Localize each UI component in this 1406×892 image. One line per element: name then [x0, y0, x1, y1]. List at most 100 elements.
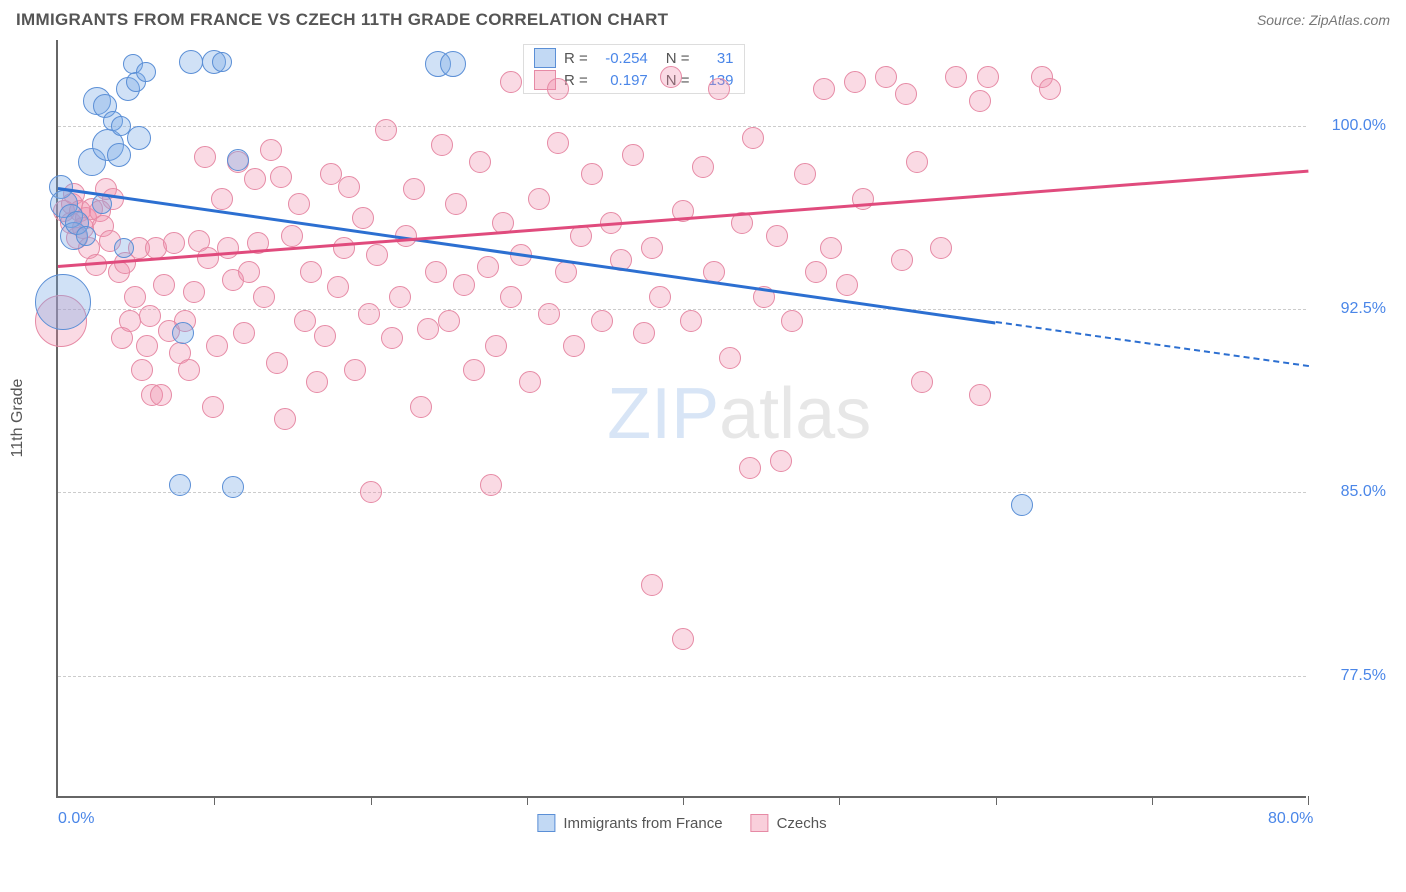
scatter-point	[500, 71, 522, 93]
r-value: -0.254	[596, 50, 648, 67]
x-tick	[1308, 796, 1309, 805]
scatter-point	[519, 371, 541, 393]
scatter-point	[136, 62, 156, 82]
chart-source: Source: ZipAtlas.com	[1257, 12, 1390, 28]
scatter-point	[538, 303, 560, 325]
scatter-point	[431, 134, 453, 156]
scatter-point	[403, 178, 425, 200]
scatter-point	[327, 276, 349, 298]
legend-label: Czechs	[777, 815, 827, 832]
scatter-point	[836, 274, 858, 296]
x-tick	[1152, 796, 1153, 805]
scatter-point	[649, 286, 671, 308]
scatter-point	[338, 176, 360, 198]
scatter-point	[375, 119, 397, 141]
scatter-point	[844, 71, 866, 93]
scatter-point	[169, 474, 191, 496]
scatter-point	[211, 188, 233, 210]
scatter-point	[314, 325, 336, 347]
scatter-point	[233, 322, 255, 344]
scatter-point	[131, 359, 153, 381]
scatter-point	[358, 303, 380, 325]
scatter-point	[641, 574, 663, 596]
x-tick	[996, 796, 997, 805]
y-tick-label: 77.5%	[1341, 667, 1386, 685]
scatter-point	[766, 225, 788, 247]
scatter-point	[969, 384, 991, 406]
r-value: 0.197	[596, 72, 648, 89]
scatter-point	[281, 225, 303, 247]
scatter-point	[139, 305, 161, 327]
scatter-point	[35, 274, 91, 330]
scatter-point	[183, 281, 205, 303]
scatter-point	[581, 163, 603, 185]
scatter-point	[425, 261, 447, 283]
scatter-point	[891, 249, 913, 271]
legend-swatch	[537, 814, 555, 832]
scatter-point	[274, 408, 296, 430]
scatter-point	[217, 237, 239, 259]
scatter-point	[680, 310, 702, 332]
scatter-point	[119, 310, 141, 332]
y-tick-label: 100.0%	[1332, 117, 1386, 135]
y-axis-title: 11th Grade	[9, 379, 27, 458]
scatter-point	[153, 274, 175, 296]
scatter-point	[672, 628, 694, 650]
gridline	[58, 309, 1306, 310]
trend-line	[995, 321, 1308, 367]
scatter-point	[528, 188, 550, 210]
scatter-point	[469, 151, 491, 173]
scatter-point	[770, 450, 792, 472]
scatter-point	[781, 310, 803, 332]
series-legend: Immigrants from France Czechs	[537, 814, 826, 832]
scatter-point	[114, 238, 134, 258]
scatter-point	[202, 396, 224, 418]
scatter-point	[222, 476, 244, 498]
scatter-point	[253, 286, 275, 308]
legend-swatch	[751, 814, 769, 832]
scatter-point	[660, 66, 682, 88]
x-tick	[683, 796, 684, 805]
n-value: 31	[698, 50, 734, 67]
scatter-point	[622, 144, 644, 166]
scatter-point	[906, 151, 928, 173]
scatter-point	[477, 256, 499, 278]
scatter-point	[300, 261, 322, 283]
legend-item: Czechs	[751, 814, 827, 832]
scatter-point	[742, 127, 764, 149]
scatter-point	[238, 261, 260, 283]
scatter-point	[178, 359, 200, 381]
scatter-point	[969, 90, 991, 112]
scatter-point	[739, 457, 761, 479]
scatter-point	[945, 66, 967, 88]
scatter-point	[306, 371, 328, 393]
scatter-point	[440, 51, 466, 77]
scatter-point	[260, 139, 282, 161]
scatter-point	[547, 78, 569, 100]
y-tick-label: 92.5%	[1341, 300, 1386, 318]
scatter-point	[270, 166, 292, 188]
x-tick	[371, 796, 372, 805]
scatter-point	[150, 384, 172, 406]
scatter-point	[820, 237, 842, 259]
scatter-point	[875, 66, 897, 88]
scatter-point	[360, 481, 382, 503]
x-tick-label: 0.0%	[58, 810, 94, 828]
watermark: ZIPatlas	[607, 373, 871, 455]
scatter-point	[930, 237, 952, 259]
scatter-point	[266, 352, 288, 374]
plot-area: 11th Grade ZIPatlas R =-0.254N =31R =0.1…	[56, 40, 1306, 798]
legend-item: Immigrants from France	[537, 814, 722, 832]
scatter-point	[136, 335, 158, 357]
scatter-point	[1039, 78, 1061, 100]
scatter-point	[692, 156, 714, 178]
scatter-point	[641, 237, 663, 259]
scatter-point	[591, 310, 613, 332]
scatter-point	[794, 163, 816, 185]
scatter-point	[107, 143, 131, 167]
scatter-point	[500, 286, 522, 308]
legend-label: Immigrants from France	[563, 815, 722, 832]
scatter-point	[333, 237, 355, 259]
scatter-point	[163, 232, 185, 254]
scatter-point	[124, 286, 146, 308]
